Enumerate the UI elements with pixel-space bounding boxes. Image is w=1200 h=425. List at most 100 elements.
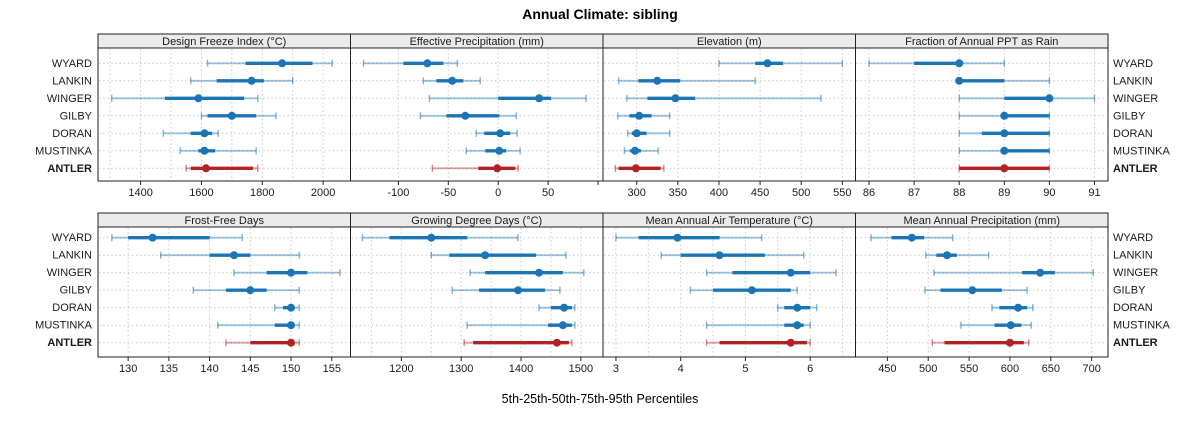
median-dot [481, 251, 490, 260]
station-label-right: WYARD [1113, 232, 1153, 244]
median-dot [287, 268, 296, 277]
median-dot [793, 303, 802, 312]
station-label-right: WINGER [1113, 93, 1158, 105]
axis-tick-label: 86 [863, 187, 875, 199]
axis-tick-label: 450 [751, 187, 769, 199]
axis-tick-label: 140 [200, 363, 218, 375]
axis-tick-label: 91 [1088, 187, 1100, 199]
axis-tick-label: 135 [160, 363, 178, 375]
station-label-right: ANTLER [1113, 337, 1158, 349]
axis-tick-label: 550 [960, 363, 978, 375]
axis-tick-label: 600 [1001, 363, 1019, 375]
median-dot [653, 76, 662, 85]
median-dot [287, 338, 296, 347]
median-dot [194, 94, 203, 103]
station-label-right: MUSTINKA [1113, 320, 1171, 332]
strip-mean-annual-precipitation-mm [855, 212, 1109, 228]
station-label-right: MUSTINKA [1113, 145, 1171, 157]
median-dot [496, 129, 505, 138]
axis-tick-label: 450 [878, 363, 896, 375]
median-dot [955, 59, 964, 68]
median-dot [673, 233, 682, 242]
median-dot [514, 286, 523, 295]
median-dot [552, 338, 561, 347]
axis-tick-label: 1800 [250, 187, 274, 199]
axis-tick-label: 500 [919, 363, 937, 375]
strip-label: Mean Annual Air Temperature (°C) [646, 215, 813, 227]
panel-bg-growing-degree-days-c [350, 227, 603, 357]
median-dot [461, 111, 470, 120]
median-dot [287, 321, 296, 330]
axis-tick-label: 1300 [449, 363, 473, 375]
median-dot [200, 146, 209, 155]
axis-tick-label: -50 [440, 187, 456, 199]
axis-tick-label: 88 [953, 187, 965, 199]
strip-label: Growing Degree Days (°C) [411, 215, 542, 227]
median-dot [493, 164, 502, 173]
percentiles-caption: 5th-25th-50th-75th-95th Percentiles [501, 392, 699, 406]
median-dot [715, 251, 724, 260]
station-label-left: LANKIN [52, 75, 92, 87]
panel-bg-mean-annual-precipitation-mm [855, 227, 1108, 357]
station-label-right: ANTLER [1113, 163, 1158, 175]
chart-title: Annual Climate: sibling [522, 6, 678, 22]
median-dot [448, 76, 457, 85]
axis-tick-label: 400 [710, 187, 728, 199]
station-label-left: DORAN [52, 302, 92, 314]
station-label-left: WYARD [52, 232, 92, 244]
median-dot [287, 303, 296, 312]
station-label-left: WINGER [47, 93, 92, 105]
axis-tick-label: 50 [542, 187, 554, 199]
median-dot [246, 286, 255, 295]
axis-tick-label: 1400 [509, 363, 533, 375]
station-label-left: MUSTINKA [35, 320, 93, 332]
axis-tick-label: 5 [742, 363, 748, 375]
axis-tick-label: 1600 [189, 187, 213, 199]
station-label-left: GILBY [60, 285, 93, 297]
station-label-right: LANKIN [1113, 75, 1153, 87]
axis-tick-label: 700 [1082, 363, 1100, 375]
median-dot [907, 233, 916, 242]
median-dot [1000, 164, 1009, 173]
axis-tick-label: 130 [119, 363, 137, 375]
median-dot [968, 286, 977, 295]
median-dot [671, 94, 680, 103]
station-label-right: DORAN [1113, 302, 1153, 314]
strip-label: Fraction of Annual PPT as Rain [905, 36, 1058, 48]
median-dot [427, 233, 436, 242]
station-label-left: WINGER [47, 267, 92, 279]
axis-tick-label: 500 [792, 187, 810, 199]
axis-tick-label: 550 [833, 187, 851, 199]
median-dot [786, 268, 795, 277]
axis-tick-label: 350 [669, 187, 687, 199]
median-dot [201, 164, 210, 173]
axis-tick-label: 6 [807, 363, 813, 375]
strip-label: Mean Annual Precipitation (mm) [903, 215, 1060, 227]
axis-tick-label: 3 [613, 363, 619, 375]
median-dot [1005, 338, 1014, 347]
median-dot [423, 59, 432, 68]
strip-label: Elevation (m) [697, 36, 762, 48]
axis-tick-label: 89 [998, 187, 1010, 199]
median-dot [747, 286, 756, 295]
median-dot [560, 303, 569, 312]
axis-tick-label: 0 [495, 187, 501, 199]
median-dot [1000, 111, 1009, 120]
median-dot [1014, 303, 1023, 312]
axis-tick-label: 4 [678, 363, 684, 375]
median-dot [534, 268, 543, 277]
median-dot [148, 233, 157, 242]
station-label-right: WYARD [1113, 58, 1153, 70]
axis-tick-label: 90 [1043, 187, 1055, 199]
median-dot [631, 146, 640, 155]
median-dot [631, 164, 640, 173]
axis-tick-label: 1200 [389, 363, 413, 375]
median-dot [1036, 268, 1045, 277]
station-label-left: ANTLER [47, 337, 92, 349]
station-label-left: ANTLER [47, 163, 92, 175]
median-dot [763, 59, 772, 68]
station-label-left: LANKIN [52, 250, 92, 262]
strip-fraction-of-annual-ppt-as-rain [855, 33, 1109, 49]
median-dot [230, 251, 239, 260]
